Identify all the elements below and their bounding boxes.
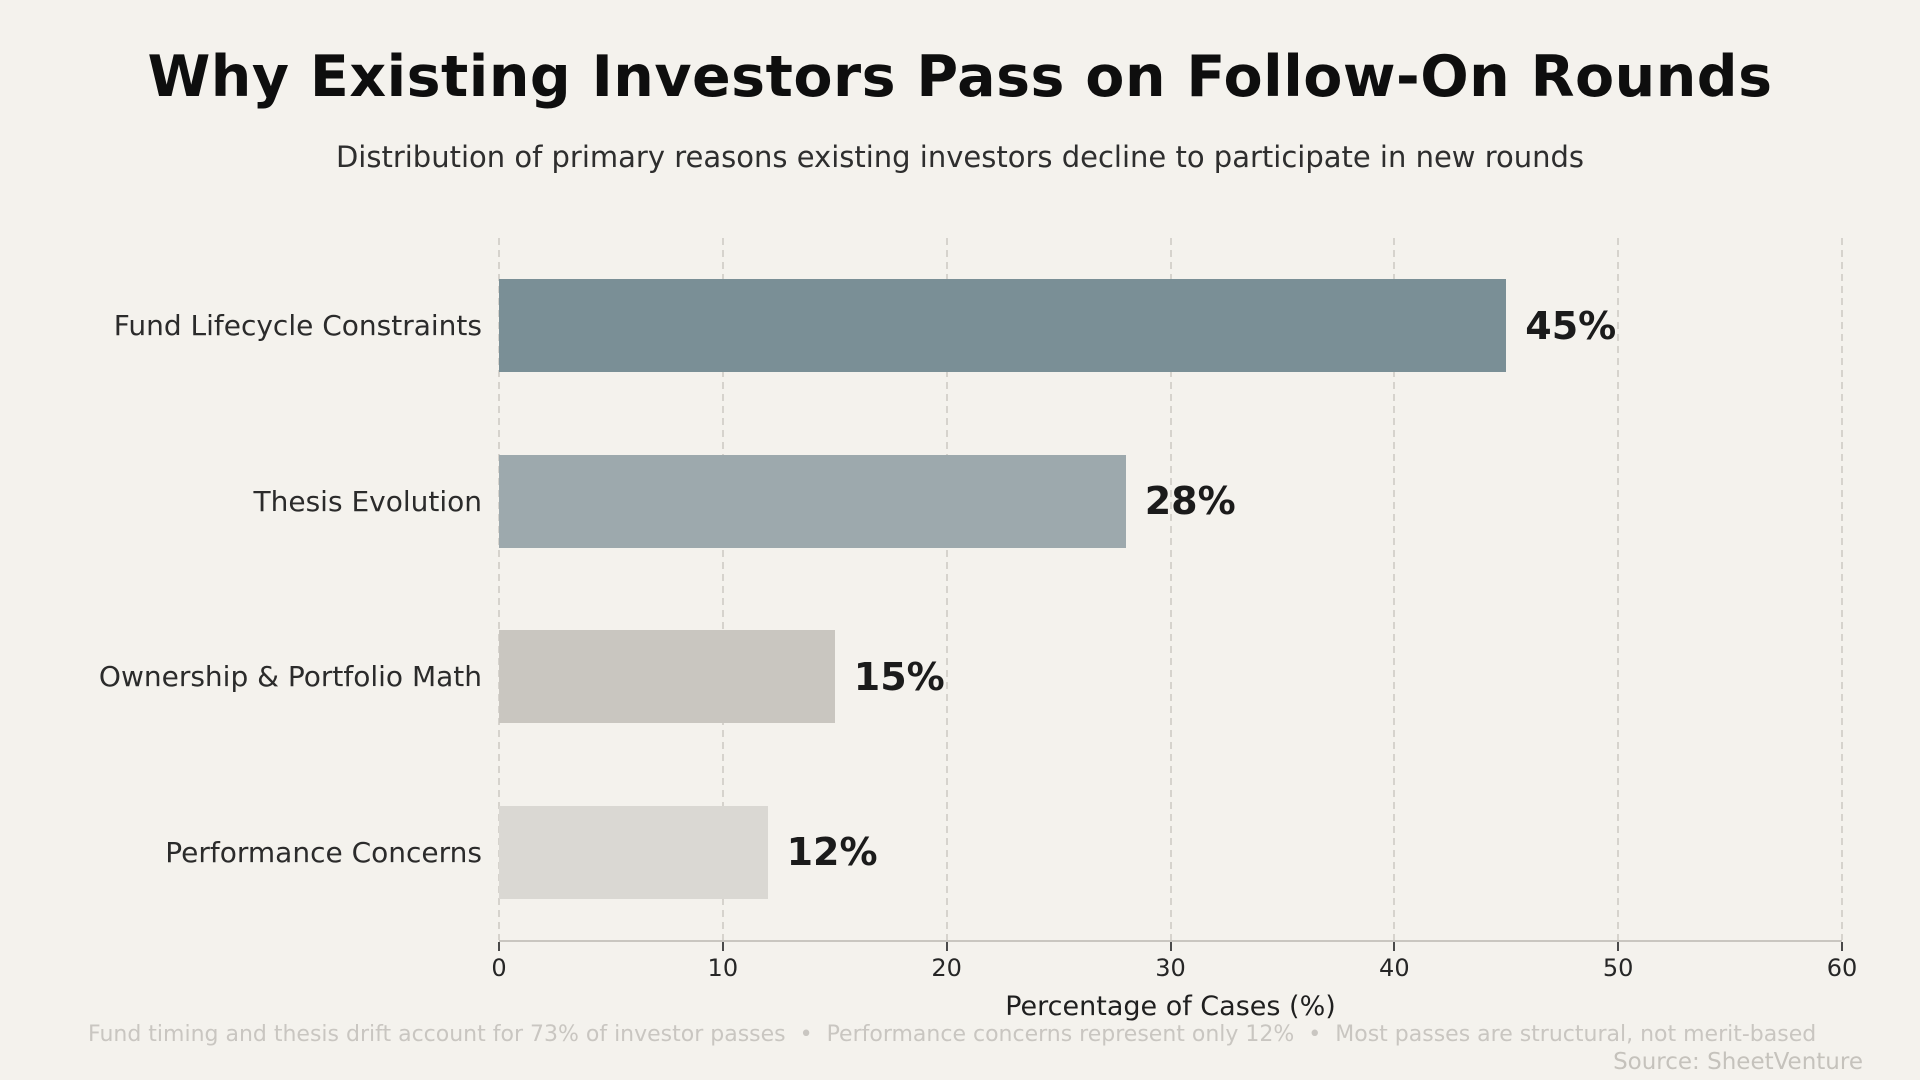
bar-row: Performance Concerns 12% [165,765,1842,941]
tick-mark-40 [1393,942,1396,951]
tick-mark-20 [945,942,948,951]
gridline-10 [721,238,724,940]
bar-rows: Fund Lifecycle Constraints 45% Thesis Evol… [99,238,1842,941]
category-label: Performance Concerns [165,835,482,869]
bar [499,279,1507,373]
gridline-20 [945,238,948,940]
value-label: 45% [1525,303,1617,348]
plot-area: 0 10 20 30 40 50 60 Fund Lifecycle Constraints… [99,238,1857,982]
bar [499,454,1126,548]
bar-row: Ownership & Portfolio Math 15% [99,589,1842,765]
category-label: Thesis Evolution [253,484,482,518]
tick-label-10: 10 [707,954,739,982]
gridline-60 [1841,238,1843,940]
value-label: 28% [1144,479,1236,524]
tick-mark-60 [1841,942,1843,951]
gridline-50 [1617,238,1620,940]
value-label: 12% [786,830,878,875]
tick-label-20: 20 [931,954,962,982]
tick-label-60: 60 [1826,954,1858,982]
tick-mark-30 [1169,942,1172,951]
bar [499,805,768,899]
tick-label-40: 40 [1379,954,1410,982]
gridline-30 [1169,238,1172,940]
tick-label-30: 30 [1155,954,1186,982]
gridline-40 [1393,238,1396,940]
category-label: Ownership & Portfolio Math [98,660,482,694]
tick-mark-0 [498,942,500,951]
bar-row: Thesis Evolution 28% [254,414,1842,590]
bar-row: Fund Lifecycle Constraints 45% [114,238,1842,414]
gridline-0 [498,238,500,940]
footnote: Fund timing and thesis drift account for… [88,1022,1817,1047]
source-credit: Source: SheetVenture [1613,1049,1863,1075]
bar [499,630,835,724]
chart-title: Why Existing Investors Pass on Follow-On… [147,44,1773,110]
x-axis-line [499,940,1842,942]
tick-mark-50 [1617,942,1620,951]
tick-label-50: 50 [1602,954,1634,982]
tick-label-0: 0 [491,954,507,982]
chart-subtitle: Distribution of primary reasons existing… [335,140,1585,174]
tick-mark-10 [721,942,724,951]
x-axis-label: Percentage of Cases (%) [1005,991,1336,1022]
category-label: Fund Lifecycle Constraints [113,309,482,343]
value-label: 15% [853,654,945,699]
